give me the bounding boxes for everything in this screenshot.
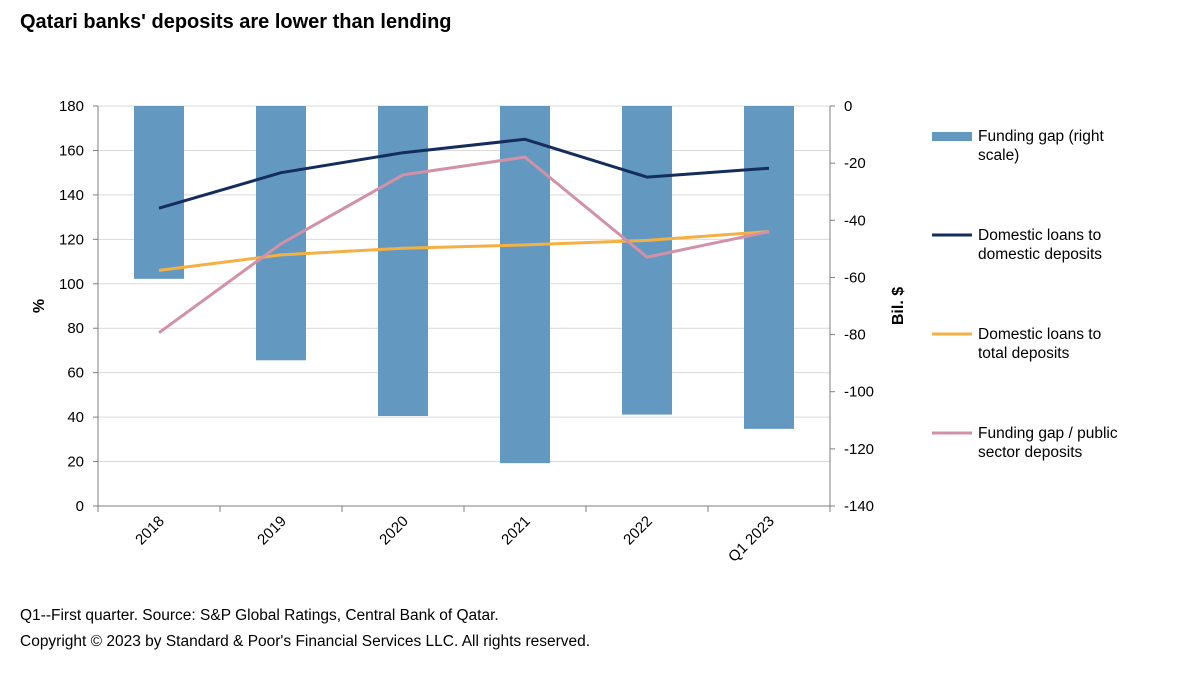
line-series — [158, 137, 770, 334]
right-tick-label: -80 — [844, 327, 866, 344]
left-tick-label: 40 — [67, 409, 84, 426]
funding-gap-bar — [378, 106, 428, 416]
legend-label-line: domestic deposits — [978, 246, 1102, 263]
chart-title: Qatari banks' deposits are lower than le… — [20, 11, 452, 33]
x-tick-label: 2022 — [620, 513, 656, 549]
source-note: Q1--First quarter. Source: S&P Global Ra… — [20, 607, 499, 624]
right-tick-label: -100 — [844, 384, 874, 401]
series-line — [158, 137, 770, 210]
right-tick-label: -20 — [844, 155, 866, 172]
right-axis-title: Bil. $ — [890, 287, 907, 325]
funding-gap-bar — [744, 106, 794, 429]
funding-gap-bar — [622, 106, 672, 415]
right-tick-label: -120 — [844, 441, 874, 458]
bar-series — [134, 106, 794, 464]
x-tick-label: 2021 — [498, 513, 534, 549]
x-tick-label: 2020 — [376, 513, 412, 549]
right-tick-label: -60 — [844, 269, 866, 286]
legend-label: Funding gap (right scale) — [978, 128, 1104, 164]
legend-swatch — [932, 132, 972, 141]
funding-gap-bar — [134, 106, 184, 279]
left-tick-label: 100 — [59, 276, 84, 293]
funding-gap-bar — [500, 106, 550, 464]
legend-label: Domestic loans to domestic deposits — [978, 227, 1102, 263]
left-tick-label: 20 — [67, 454, 84, 471]
x-tick-label: 2019 — [254, 513, 290, 549]
legend-label: Domestic loans to total deposits — [978, 326, 1101, 362]
legend-label-line: Domestic loans to — [978, 326, 1101, 343]
x-tick-label: 2018 — [132, 513, 168, 549]
right-tick-label: -140 — [844, 498, 874, 515]
legend-label-line: Domestic loans to — [978, 227, 1101, 244]
left-tick-label: 180 — [59, 98, 84, 115]
chart-area: 0 20 40 60 80 100 120 140 160 180 0 -20 -40 -60 -80 -10… — [31, 98, 1118, 566]
x-tick-label: Q1 2023 — [725, 513, 778, 566]
left-tick-label: 140 — [59, 187, 84, 204]
right-tick-label: -40 — [844, 212, 866, 229]
right-tick-label: 0 — [844, 98, 852, 115]
left-tick-label: 120 — [59, 231, 84, 248]
legend: Funding gap (right scale) Domestic loans t… — [932, 128, 1118, 461]
left-tick-label: 60 — [67, 365, 84, 382]
legend-label-line: total deposits — [978, 345, 1070, 362]
copyright-note: Copyright © 2023 by Standard & Poor's Fi… — [20, 633, 591, 650]
legend-label-line: scale) — [978, 147, 1019, 164]
legend-label-line: Funding gap / public — [978, 425, 1118, 442]
left-tick-label: 160 — [59, 142, 84, 159]
left-axis-title: % — [31, 299, 48, 313]
left-tick-label: 0 — [76, 498, 84, 515]
legend-label-line: Funding gap (right — [978, 128, 1104, 145]
legend-label-line: sector deposits — [978, 444, 1082, 461]
left-tick-label: 80 — [67, 320, 84, 337]
series-line — [158, 155, 770, 334]
legend-label: Funding gap / public sector deposits — [978, 425, 1118, 461]
gridlines — [98, 105, 830, 463]
